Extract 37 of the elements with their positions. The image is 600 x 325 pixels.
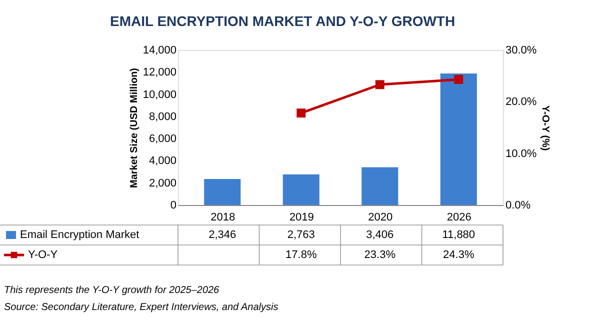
data-label: 23.3% bbox=[364, 249, 396, 261]
y2-axis-title: Y-O-Y (%) bbox=[540, 105, 551, 151]
data-label: 11,880 bbox=[442, 229, 476, 241]
y2-tick-label: 20.0% bbox=[506, 96, 537, 108]
y-tick-label: 2,000 bbox=[148, 177, 176, 190]
data-label: 2,346 bbox=[208, 229, 236, 241]
x-tick-label: 2019 bbox=[289, 212, 314, 224]
y2-tick-label: 0.0% bbox=[506, 200, 531, 212]
bar bbox=[204, 179, 241, 205]
chart-title: EMAIL ENCRYPTION MARKET AND Y-O-Y GROWTH bbox=[110, 13, 456, 29]
legend-label: Y-O-Y bbox=[28, 249, 58, 261]
source-note: Source: Secondary Literature, Expert Interviews, and Analysis bbox=[4, 302, 278, 313]
y-axis-title: Market Size (USD Million) bbox=[128, 68, 140, 188]
data-label: 24.3% bbox=[443, 249, 474, 261]
x-tick-label: 2018 bbox=[210, 212, 236, 224]
x-tick-label: 2026 bbox=[446, 212, 472, 224]
y-tick-label: 6,000 bbox=[148, 133, 176, 146]
legend-label: Email Encryption Market bbox=[20, 229, 140, 241]
y-tick-label: 12,000 bbox=[142, 66, 176, 79]
bar bbox=[282, 174, 320, 205]
y-tick-label: 0 bbox=[170, 200, 176, 212]
y2-tick-label: 10.0% bbox=[506, 148, 537, 160]
data-label: 17.8% bbox=[286, 249, 317, 261]
point bbox=[375, 80, 384, 90]
point bbox=[296, 108, 306, 118]
bar bbox=[440, 73, 477, 205]
x-tick-label: 2020 bbox=[368, 212, 393, 224]
text: This represents the Y-O-Y growth for 2025–2026 bbox=[4, 285, 220, 296]
data-label: 3,406 bbox=[366, 229, 394, 241]
y2-tick-label: 30.0% bbox=[506, 44, 537, 56]
point bbox=[454, 74, 464, 84]
bar bbox=[362, 167, 398, 205]
y-tick-label: 10,000 bbox=[142, 88, 176, 101]
y-tick-label: 4,000 bbox=[148, 155, 176, 168]
y-tick-label: 14,000 bbox=[142, 44, 176, 56]
data-label: 2,763 bbox=[287, 229, 315, 241]
y-tick-label: 8,000 bbox=[148, 110, 176, 123]
